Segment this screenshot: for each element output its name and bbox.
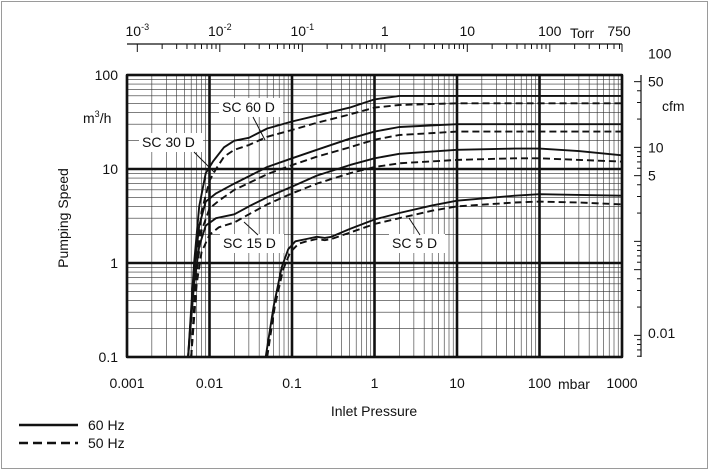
label-layer: SC 60 D SC 30 D SC 15 D SC 5 D [139,98,445,253]
y-axis-unit-part: /h [100,110,112,126]
top-axis-tick-label: 750 [607,23,631,39]
curve-label-leader [252,116,266,141]
plot-border [125,73,624,359]
top-axis-tick-label: 10-1 [291,22,315,39]
series-line-sc-60-d-50hz [190,102,622,358]
top-axis-tick-base: 10 [126,23,142,39]
series-layer [187,94,623,358]
top-axis-unit: Torr [570,25,594,41]
x-axis-tick-label: 0.01 [196,375,223,391]
top-axis-tick-base: 750 [607,23,631,39]
top-axis-tick-label: 10 [460,23,476,39]
top-axis-tick-base: 10 [208,23,224,39]
grid-layer [125,73,624,359]
top-axis-tick-base: 1 [381,23,389,39]
right-axis-unit: cfm [662,98,685,114]
y-axis-tick-label: 100 [95,67,119,83]
curve-label-leader [243,221,259,236]
y-axis-title: Pumping Speed [55,168,71,268]
series-line-sc-30-d-60hz [187,123,622,358]
top-axis-tick-base: 10 [460,23,476,39]
series-line-sc-15-d-50hz [190,157,623,358]
top-axis-tick-exponent: -3 [141,22,149,32]
series-line-sc-5-d-50hz [266,200,623,358]
right-axis-tick-label: 100 [648,45,672,61]
y-axis-tick-label: 10 [102,161,118,177]
x-axis-unit: mbar [558,376,590,392]
series-line-sc-5-d-60hz [264,193,623,358]
right-axis-tick-label: 50 [648,74,664,90]
legend-label: 60 Hz [88,417,125,433]
right-axis-tick-label: 10 [648,139,664,155]
x-axis-tick-label: 0.1 [282,375,302,391]
curve-label: SC 60 D [222,99,275,115]
y-axis-tick-label: 0.1 [99,349,119,365]
curve-label-background [220,234,284,253]
curve-label-background [389,234,445,253]
curve-label-leader [193,151,215,173]
top-axis-tick-label: 10-3 [126,22,150,39]
y-axis-unit-part: m [83,110,95,126]
series-line-sc-60-d-60hz [187,94,622,358]
x-axis-tick-label: 100 [528,375,552,391]
right-axis-tick-label: 0.01 [648,325,675,341]
x-axis-tick-label: 10 [449,375,465,391]
top-axis-tick-exponent: -2 [224,22,232,32]
series-line-sc-30-d-50hz [190,130,622,358]
x-axis-tick-label: 0.001 [109,375,144,391]
curve-label: SC 15 D [223,235,276,251]
top-axis-tick-label: 10-2 [208,22,232,39]
top-axis-tick-label: 1 [381,23,389,39]
y-axis-unit-part: 3 [95,109,100,119]
top-axis-tick-base: 100 [538,23,562,39]
x-axis-tick-label: 1 [371,375,379,391]
curve-label-leader [408,217,421,236]
y-axis-tick-label: 1 [110,255,118,271]
right-axis-tick-label: 5 [648,168,656,184]
x-axis-title: Inlet Pressure [331,403,418,419]
legend-label: 50 Hz [88,435,125,451]
curve-label-background [139,133,203,152]
top-axis-tick-exponent: -1 [306,22,314,32]
series-line-sc-15-d-60hz [187,147,623,358]
top-axis-tick-base: 10 [291,23,307,39]
curve-label: SC 5 D [392,235,437,251]
curve-label-background [219,98,283,117]
legend: 60 Hz 50 Hz [19,417,125,451]
x-axis-tick-label: 1000 [606,375,637,391]
curve-label: SC 30 D [142,134,195,150]
y-axis-unit: m3/h [83,109,111,126]
top-axis-tick-label: 100 [538,23,562,39]
